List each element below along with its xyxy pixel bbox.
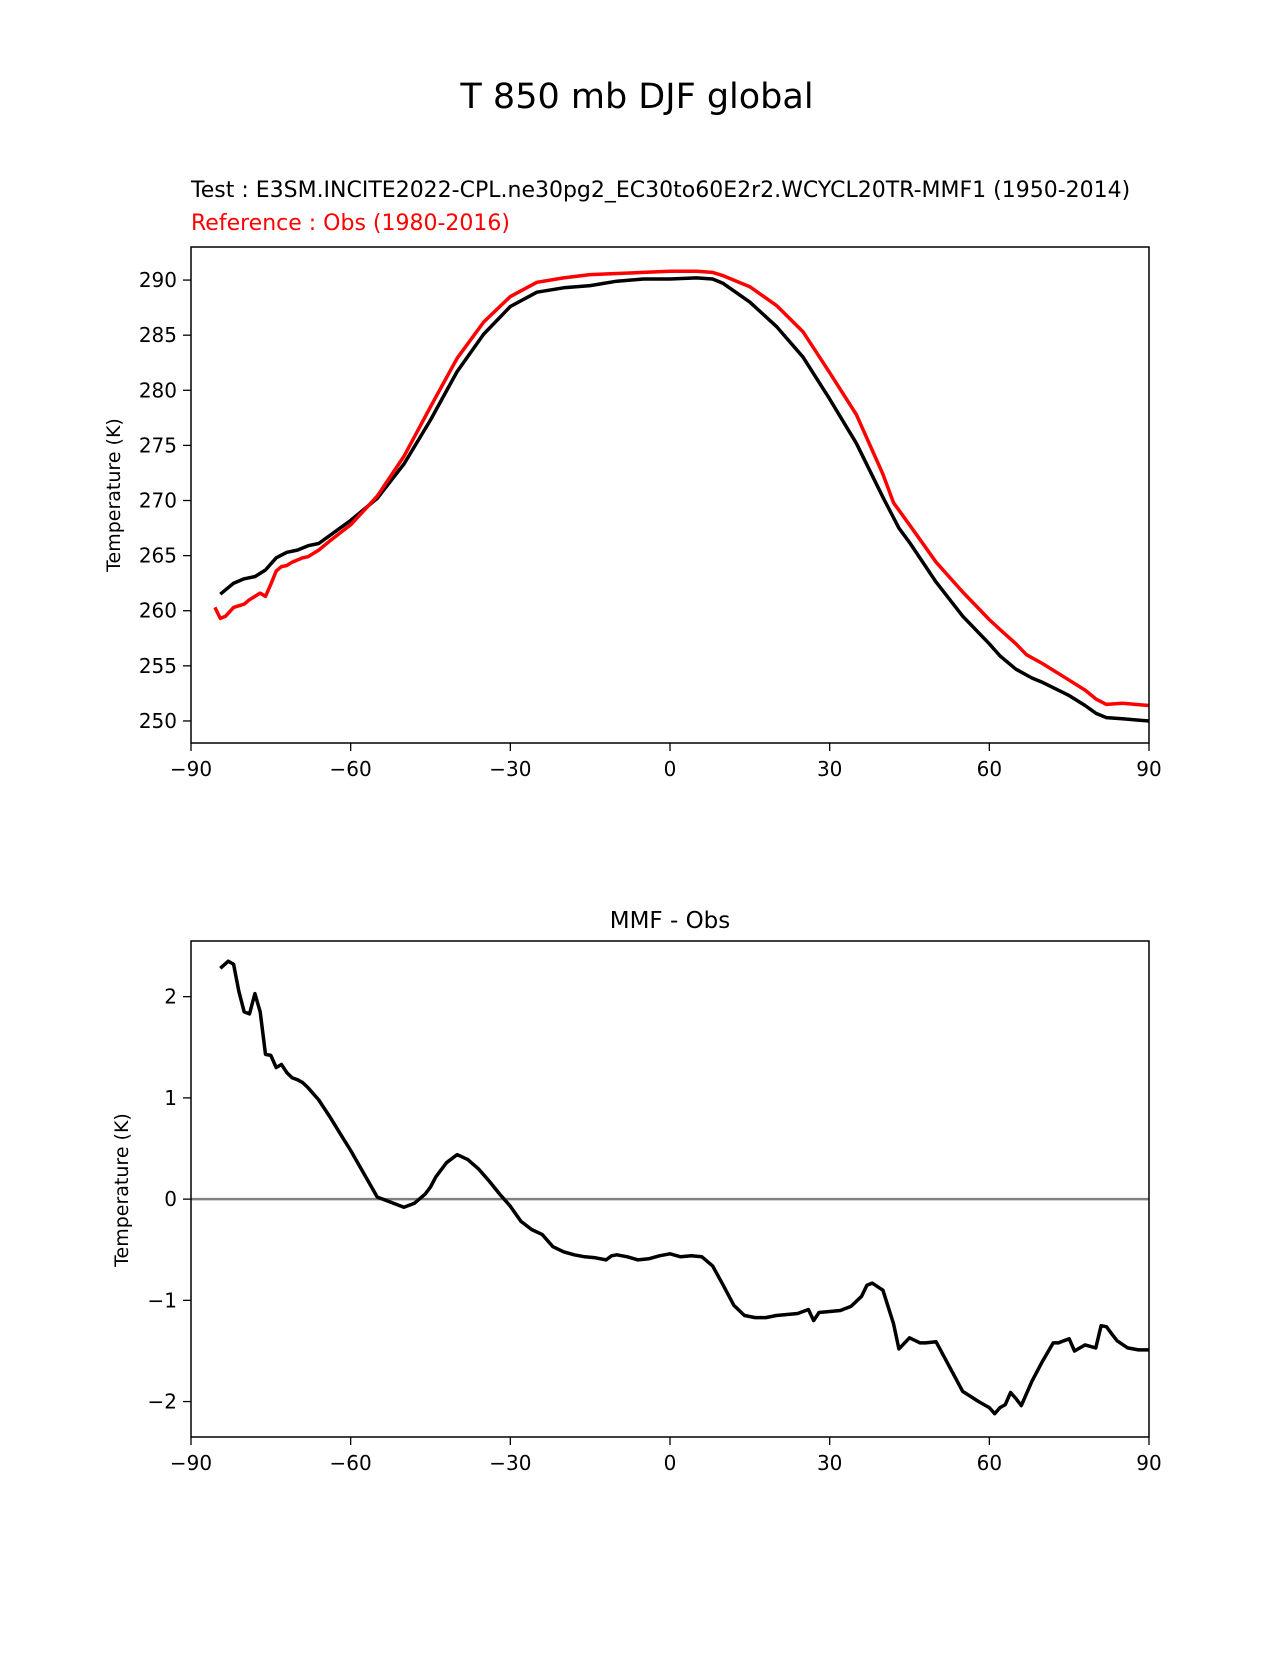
x-tick-label: −30	[489, 757, 531, 781]
x-tick-label: 90	[1136, 757, 1161, 781]
y-tick-label: 1	[164, 1086, 177, 1110]
y-tick-label: 255	[139, 654, 177, 678]
x-tick-label: −90	[170, 1451, 212, 1475]
y-tick-label: 0	[164, 1187, 177, 1211]
x-tick-label: 0	[664, 1451, 677, 1475]
axis-ticks: −90 −60 −30 0 30 60 90 −2 −1 0 1 2	[148, 985, 1162, 1475]
x-tick-label: 60	[977, 757, 1002, 781]
panel-difference: MMF - Obs Temperature (K) −90 −60 −30 0 30 60…	[111, 908, 1162, 1475]
y-tick-label: 260	[139, 599, 177, 623]
series-line-reference-obs	[213, 269, 1150, 708]
y-tick-label: 275	[139, 433, 177, 457]
y-tick-label: 280	[139, 378, 177, 402]
y-tick-label: 250	[139, 709, 177, 733]
x-tick-label: 60	[977, 1451, 1002, 1475]
plot-frame	[190, 246, 1150, 744]
y-tick-label: −2	[148, 1390, 177, 1414]
x-tick-label: 0	[664, 757, 677, 781]
x-tick-label: −60	[330, 757, 372, 781]
y-axis-label: Temperature (K)	[103, 418, 125, 573]
x-tick-label: −60	[330, 1451, 372, 1475]
x-tick-label: −30	[489, 1451, 531, 1475]
x-tick-label: 30	[817, 1451, 842, 1475]
figure-suptitle: T 850 mb DJF global	[459, 77, 813, 117]
y-tick-label: 265	[139, 544, 177, 568]
y-tick-label: 2	[164, 985, 177, 1009]
panel-test-title: Test : E3SM.INCITE2022-CPL.ne30pg2_EC30t…	[190, 178, 1130, 203]
x-tick-label: 90	[1136, 1451, 1161, 1475]
series-line-mmf-obs	[219, 959, 1149, 1416]
series-group	[219, 959, 1149, 1416]
x-tick-label: −90	[170, 757, 212, 781]
axis-ticks: −90 −60 −30 0 30 60 90 250 255 260 265 270 275 280 285…	[139, 268, 1162, 781]
panel-reference-title: Reference : Obs (1980-2016)	[191, 211, 510, 236]
y-tick-label: 285	[139, 323, 177, 347]
x-tick-label: 30	[817, 757, 842, 781]
y-tick-label: 270	[139, 489, 177, 513]
panel-title: MMF - Obs	[610, 908, 731, 934]
y-axis-label: Temperature (K)	[111, 1113, 133, 1268]
plot-frame	[190, 940, 1150, 1438]
series-group	[213, 269, 1150, 723]
panel-temperature: Test : E3SM.INCITE2022-CPL.ne30pg2_EC30t…	[103, 178, 1162, 781]
y-tick-label: 290	[139, 268, 177, 292]
y-tick-label: −1	[148, 1288, 177, 1312]
series-line-test-mmf	[219, 276, 1150, 723]
